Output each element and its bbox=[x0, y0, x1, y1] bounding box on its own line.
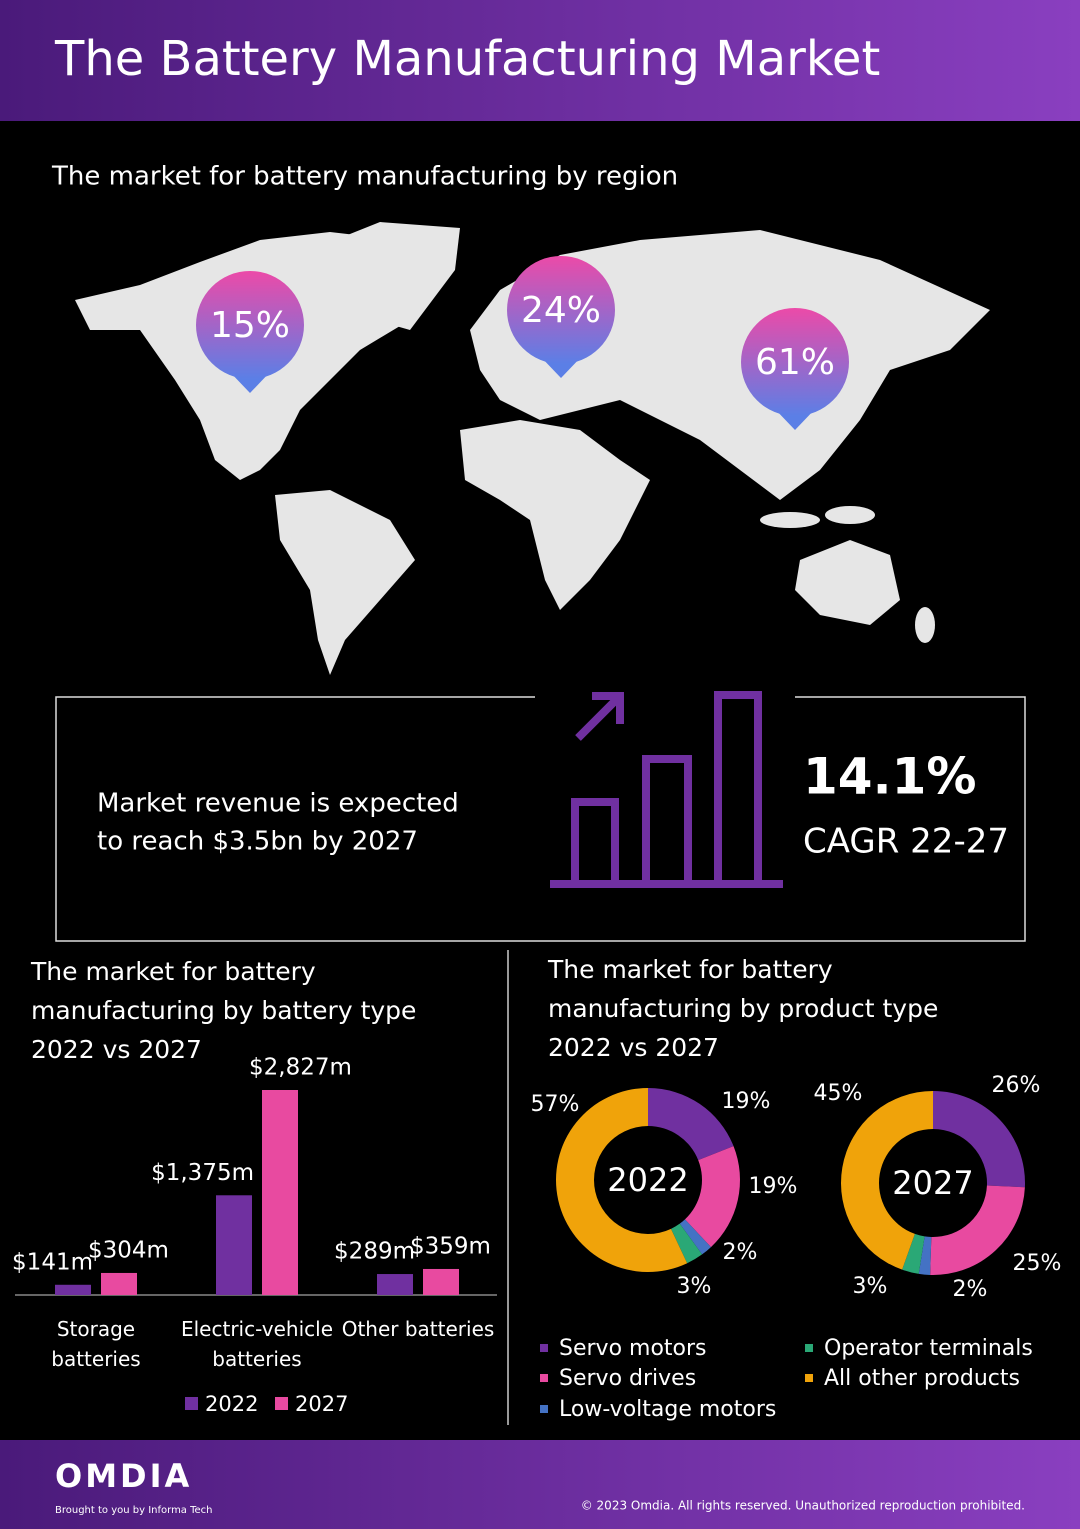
pin-label: 61% bbox=[755, 342, 835, 383]
brand: OMDIA bbox=[55, 1457, 192, 1495]
footer-band bbox=[0, 1440, 1080, 1529]
value-label: 19% bbox=[749, 1174, 798, 1199]
legend-label: Low-voltage motors bbox=[559, 1397, 776, 1422]
legend-label: Operator terminals bbox=[824, 1336, 1033, 1361]
value-label: $141m bbox=[12, 1249, 93, 1275]
kpi-value: 14.1% bbox=[803, 748, 976, 806]
copyright: © 2023 Omdia. All rights reserved. Unaut… bbox=[581, 1499, 1025, 1513]
donut-center-label: 2027 bbox=[892, 1164, 973, 1202]
map-title: The market for battery manufacturing by … bbox=[51, 162, 678, 192]
donut-slice bbox=[684, 1146, 740, 1248]
map-pin bbox=[741, 308, 849, 416]
donut-slice bbox=[918, 1236, 932, 1275]
value-label: 25% bbox=[1013, 1251, 1062, 1276]
value-label: $2,827m bbox=[249, 1055, 352, 1081]
donut-center-label: 2022 bbox=[607, 1161, 688, 1199]
value-label: $1,375m bbox=[151, 1160, 254, 1186]
page-title: The Battery Manufacturing Market bbox=[54, 31, 880, 87]
bar bbox=[216, 1195, 252, 1295]
legend-swatch bbox=[540, 1344, 548, 1352]
tagline: Brought to you by Informa Tech bbox=[55, 1505, 213, 1516]
value-label: 26% bbox=[992, 1073, 1041, 1098]
donut-slice bbox=[933, 1091, 1025, 1188]
bar bbox=[262, 1090, 298, 1295]
x-tick-label: Other batteries bbox=[341, 1317, 495, 1341]
growth-icon bbox=[550, 691, 783, 888]
legend-swatch bbox=[540, 1405, 548, 1413]
bar bbox=[101, 1272, 137, 1295]
donut-slice bbox=[670, 1223, 703, 1264]
value-label: 3% bbox=[853, 1274, 888, 1299]
kpi-box bbox=[55, 696, 1026, 942]
donut-chart-title: The market for battery manufacturing by … bbox=[548, 955, 939, 1062]
pin-label: 15% bbox=[210, 305, 290, 346]
donut-slice bbox=[930, 1185, 1025, 1275]
bar bbox=[55, 1284, 91, 1295]
value-label: 2% bbox=[953, 1277, 988, 1302]
value-label: 57% bbox=[531, 1092, 580, 1117]
legend-label: Servo motors bbox=[559, 1336, 707, 1361]
bar bbox=[377, 1274, 413, 1295]
donut-slice bbox=[841, 1091, 933, 1270]
donut-slice bbox=[556, 1088, 688, 1272]
legend-swatch bbox=[805, 1344, 813, 1352]
x-tick-label: Storage batteries bbox=[51, 1317, 141, 1371]
value-label: $359m bbox=[410, 1233, 491, 1259]
legend-label: 2022 bbox=[205, 1392, 258, 1416]
value-label: 45% bbox=[814, 1081, 863, 1106]
bar-chart-title: The market for battery manufacturing by … bbox=[31, 957, 417, 1064]
legend-swatch bbox=[805, 1374, 813, 1382]
legend-label: Servo drives bbox=[559, 1366, 696, 1391]
kpi-label: CAGR 22-27 bbox=[803, 822, 1009, 862]
legend-swatch bbox=[540, 1374, 548, 1382]
x-tick-label: Electric-vehicle batteries bbox=[180, 1317, 334, 1371]
map-pin bbox=[196, 271, 304, 379]
bar bbox=[423, 1268, 459, 1295]
donut-slice bbox=[648, 1088, 734, 1161]
pin-label: 24% bbox=[521, 290, 601, 331]
legend-label: All other products bbox=[824, 1366, 1020, 1391]
legend-swatch bbox=[185, 1397, 198, 1410]
donut-slice bbox=[679, 1219, 711, 1255]
value-label: 2% bbox=[723, 1240, 758, 1265]
kpi-text: Market revenue is expected bbox=[97, 789, 459, 819]
legend-swatch bbox=[275, 1397, 288, 1410]
value-label: 19% bbox=[722, 1089, 771, 1114]
donut-slice bbox=[902, 1233, 925, 1274]
kpi-text: to reach $3.5bn by 2027 bbox=[97, 827, 418, 857]
value-label: $289m bbox=[334, 1239, 415, 1265]
header-band bbox=[0, 0, 1080, 121]
value-label: $304m bbox=[88, 1237, 169, 1263]
map-pin bbox=[507, 256, 615, 364]
value-label: 3% bbox=[677, 1274, 712, 1299]
legend-label: 2027 bbox=[295, 1392, 348, 1416]
